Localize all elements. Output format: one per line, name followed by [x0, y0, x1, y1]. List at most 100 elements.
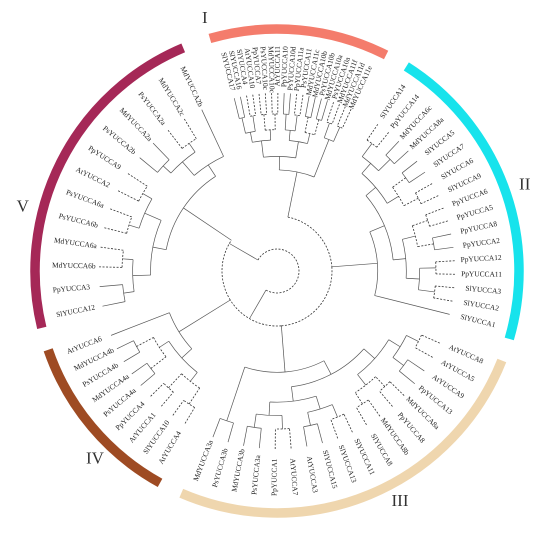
tree-branch — [144, 212, 162, 221]
tree-branch — [355, 376, 376, 393]
leaf-label: SlYUCCA12 — [55, 302, 96, 319]
tree-branch — [294, 114, 300, 117]
tree-branch — [354, 392, 363, 405]
tree-branch — [271, 93, 273, 115]
leaf-label: PpYUCCA3 — [52, 282, 90, 294]
tree-branch — [287, 216, 333, 267]
tree-branch — [226, 366, 246, 421]
tree-branch — [303, 426, 308, 447]
tree-branch — [182, 161, 195, 176]
tree-branch — [110, 208, 132, 218]
leaf-label: PsYUCCA10d — [285, 46, 297, 91]
tree-branch — [284, 114, 287, 130]
tree-branch — [172, 400, 185, 416]
tree-branch — [288, 130, 291, 141]
tree-branch — [331, 262, 378, 268]
leaf-label: PpYUCCA11 — [461, 269, 502, 279]
tree-branch — [414, 347, 433, 358]
leaf-label: SlYUCCA2 — [463, 298, 500, 313]
tree-branch — [315, 396, 321, 410]
tree-branch — [181, 373, 200, 389]
tree-branch — [100, 246, 124, 251]
tree-branch — [188, 143, 196, 153]
leaf-label: PpYUCCA5 — [456, 202, 495, 221]
tree-branch — [161, 391, 174, 407]
clade-arc-I — [208, 24, 389, 60]
leaf-label: SlYUCCA15 — [321, 449, 340, 490]
tree-root — [257, 248, 300, 294]
tree-branch — [117, 190, 139, 202]
tree-branch — [229, 299, 282, 327]
leaf-label: PpYUCCA2 — [462, 236, 501, 250]
tree-branch — [392, 357, 404, 366]
tree-branch — [399, 370, 415, 384]
tree-branch — [240, 96, 246, 118]
tree-branch — [268, 401, 271, 416]
tree-branch — [261, 140, 264, 158]
tree-branch — [152, 142, 170, 160]
tree-branch — [291, 386, 294, 402]
tree-branch — [385, 154, 395, 164]
tree-branch — [304, 132, 315, 136]
tree-branch — [150, 383, 165, 397]
tree-branch — [323, 360, 332, 375]
leaf-label: AtYUCCA3 — [305, 455, 320, 493]
leaf-label: MdYUCCA6b — [52, 260, 96, 270]
tree-branch — [252, 115, 256, 132]
tree-branch — [375, 376, 386, 387]
tree-branch — [110, 312, 170, 336]
tree-branch — [133, 340, 141, 353]
tree-branch — [281, 266, 333, 327]
tree-branch — [326, 121, 333, 125]
tree-branch — [99, 266, 123, 268]
tree-branch — [392, 177, 406, 188]
tree-branch — [433, 285, 436, 298]
tree-branch — [295, 141, 299, 158]
tree-branch — [310, 97, 316, 118]
tree-branch — [190, 372, 198, 382]
tree-branch — [250, 132, 253, 143]
tree-branch — [379, 390, 393, 407]
tree-branch — [227, 422, 234, 443]
tree-branch — [183, 399, 195, 408]
tree-branch — [374, 295, 450, 315]
tree-branch — [207, 164, 216, 177]
clade-label: IV — [86, 448, 105, 467]
tree-branch — [420, 195, 439, 205]
tree-branch — [342, 108, 352, 129]
tree-branch — [289, 428, 292, 449]
tree-branch — [389, 381, 405, 396]
leaf-label: PsYUCCA3a — [249, 454, 262, 495]
tree-branch — [314, 119, 320, 135]
tree-branch — [245, 131, 256, 134]
leaf-label: MdYUCCA3a — [191, 438, 215, 482]
tree-branch — [365, 195, 394, 260]
tree-branch — [170, 151, 196, 174]
leaf-label: MdYUCCA2b — [179, 65, 206, 109]
tree-branch — [181, 348, 193, 359]
clade-label: V — [17, 197, 30, 216]
leaf-label: MdYUCCA10c — [266, 46, 276, 94]
tree-branch — [132, 274, 151, 277]
tree-branch — [378, 159, 391, 172]
tree-branch — [317, 423, 323, 444]
tree-branch — [281, 325, 286, 373]
tree-branch — [432, 237, 435, 250]
tree-branch — [307, 404, 333, 413]
tree-branch — [321, 100, 328, 121]
tree-branch — [123, 351, 140, 362]
clade-arc-II — [403, 62, 524, 341]
tree-branch — [407, 359, 425, 372]
tree-branch — [258, 93, 262, 115]
tree-branch — [331, 104, 340, 125]
leaf-label: MdYUCCA6a — [54, 236, 99, 251]
tree-branch — [247, 425, 262, 429]
leaf-label: SlYUCCA1 — [460, 312, 497, 330]
tree-branch — [332, 404, 338, 418]
tree-branch — [361, 163, 371, 174]
tree-branch — [432, 233, 452, 239]
leaf-label: AtYUCCA2 — [75, 165, 112, 190]
tree-branch — [421, 334, 440, 344]
tree-branch — [323, 122, 330, 138]
tree-branch — [163, 383, 174, 393]
